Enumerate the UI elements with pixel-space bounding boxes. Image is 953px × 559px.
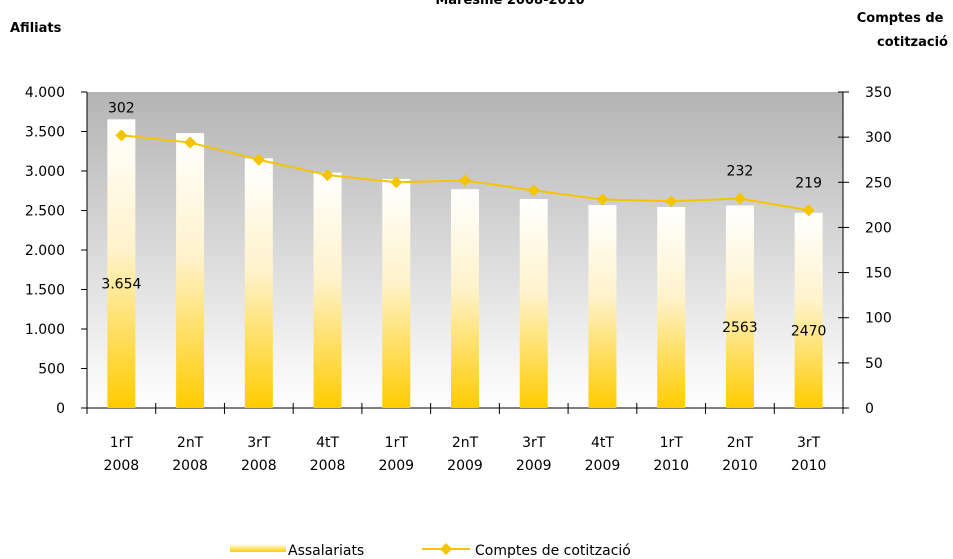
line-marker <box>527 184 540 197</box>
x-tick-label: 3rT 2010 <box>791 435 827 474</box>
line-marker <box>390 176 403 189</box>
x-tick-label-line: 2009 <box>447 458 483 474</box>
x-tick-label-line: 2nT <box>452 435 479 451</box>
legend-marker <box>440 543 452 555</box>
bar-value-label: 2563 <box>722 320 758 336</box>
x-tick-label-line: 2nT <box>177 435 204 451</box>
line-marker <box>115 129 128 142</box>
x-tick-label: 1rT 2009 <box>378 435 414 474</box>
y-tick-label: 500 <box>38 362 65 378</box>
x-tick-label-line: 2008 <box>241 458 277 474</box>
legend-label: Comptes de cotització <box>475 543 631 559</box>
x-tick-label-line: 2010 <box>653 458 689 474</box>
line-marker <box>733 192 746 205</box>
y-tick-label: 0 <box>56 401 65 417</box>
bar <box>382 178 411 408</box>
y-tick-label: 2.000 <box>25 243 65 259</box>
line-value-label: 232 <box>727 164 754 180</box>
legend-label: Assalariats <box>288 543 364 559</box>
bar <box>313 172 342 408</box>
y2-tick-label: 0 <box>865 401 874 417</box>
y-tick-label: 1.000 <box>25 322 65 338</box>
x-tick-label: 1rT 2010 <box>653 435 689 474</box>
line-marker <box>184 136 197 149</box>
legend-swatch <box>230 544 286 552</box>
y2-axis-label-line: Comptes de <box>857 11 944 26</box>
x-tick-label-line: 4tT <box>316 435 339 451</box>
y2-axis-label-line: cotització <box>877 35 948 50</box>
line-marker <box>252 153 265 166</box>
y2-tick-label: 100 <box>865 311 892 327</box>
x-tick-label: 2nT 2010 <box>722 435 758 474</box>
y2-tick-label: 250 <box>865 175 892 191</box>
x-tick-label-line: 2010 <box>722 458 758 474</box>
x-tick-label-line: 3rT <box>522 435 546 451</box>
y-axis-label: Afiliats <box>10 21 62 36</box>
bar <box>176 133 205 408</box>
bar-value-label: 2470 <box>791 323 827 339</box>
x-tick-label-line: 2009 <box>516 458 552 474</box>
bar <box>107 119 136 409</box>
x-tick-label-line: 1rT <box>385 435 409 451</box>
line-marker <box>665 195 678 208</box>
y2-tick-label: 200 <box>865 220 892 236</box>
x-tick-label-line: 1rT <box>660 435 684 451</box>
x-tick-label-line: 2008 <box>104 458 140 474</box>
x-tick-label-line: 3rT <box>247 435 271 451</box>
line-value-label: 219 <box>795 175 822 191</box>
line-marker <box>459 174 471 187</box>
x-tick-label: 1rT 2008 <box>104 435 140 474</box>
line-marker <box>802 204 815 217</box>
x-tick-label-line: 2008 <box>310 458 346 474</box>
x-tick-label: 3rT 2008 <box>241 435 277 474</box>
y-tick-label: 3.500 <box>25 125 65 141</box>
bar-value-label: 3.654 <box>101 277 141 293</box>
x-tick-label-line: 4tT <box>591 435 614 451</box>
x-tick-label: 4tT 2009 <box>585 435 621 474</box>
x-tick-label-line: 2008 <box>172 458 208 474</box>
line-marker <box>596 193 609 206</box>
bar <box>588 204 617 408</box>
y-tick-label: 3.000 <box>25 164 65 180</box>
bar <box>657 206 686 408</box>
bar <box>519 199 548 408</box>
y-tick-label: 4.000 <box>25 85 65 101</box>
y-tick-label: 2.500 <box>25 204 65 220</box>
chart-title: Maresme 2008-2010 <box>435 0 584 8</box>
x-tick-label-line: 2009 <box>585 458 621 474</box>
y2-tick-label: 300 <box>865 130 892 146</box>
x-tick-label-line: 2010 <box>791 458 827 474</box>
line-value-label: 302 <box>108 100 135 116</box>
bar <box>244 158 273 408</box>
y2-tick-label: 150 <box>865 266 892 282</box>
x-tick-label-line: 3rT <box>797 435 821 451</box>
x-tick-label: 3rT 2009 <box>516 435 552 474</box>
x-tick-label: 4tT 2008 <box>310 435 346 474</box>
x-tick-label-line: 2nT <box>727 435 754 451</box>
bar <box>725 205 754 408</box>
bar <box>794 212 823 408</box>
y-tick-label: 1.500 <box>25 283 65 299</box>
line-marker <box>321 169 334 182</box>
y2-axis-label: Comptes de cotització <box>857 11 948 50</box>
y2-tick-label: 350 <box>865 85 892 101</box>
y2-tick-label: 50 <box>865 356 883 372</box>
x-tick-label: 2nT 2008 <box>172 435 208 474</box>
x-tick-label-line: 1rT <box>110 435 134 451</box>
x-tick-label-line: 2009 <box>378 458 414 474</box>
x-tick-label: 2nT 2009 <box>447 435 483 474</box>
bar <box>451 189 479 408</box>
